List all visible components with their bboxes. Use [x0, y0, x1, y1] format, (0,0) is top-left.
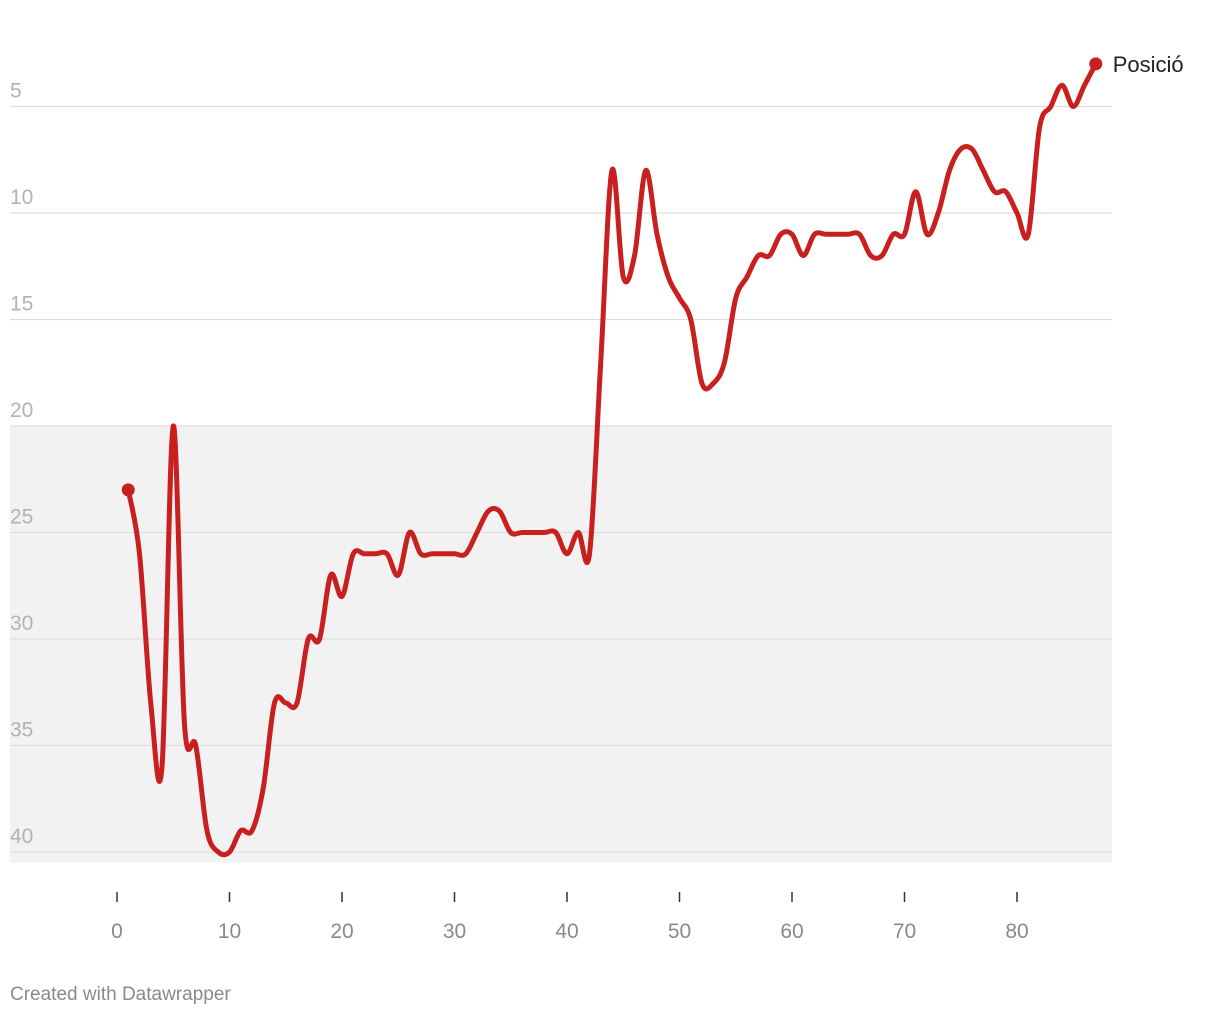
y-tick-label: 5 — [10, 80, 22, 103]
credit-text: Created with Datawrapper — [10, 984, 231, 1005]
x-tick-label: 50 — [668, 920, 691, 943]
series-label: Posició — [1113, 52, 1184, 77]
x-tick-label: 40 — [555, 920, 578, 943]
y-tick-labels: 5 10 15 20 25 30 35 40 — [10, 80, 33, 849]
y-tick-label: 25 — [10, 506, 33, 529]
y-tick-label: 30 — [10, 612, 33, 635]
series-line-posicio — [125, 61, 1099, 858]
y-tick-label: 15 — [10, 293, 33, 316]
x-tick-label: 70 — [893, 920, 916, 943]
x-tick-label: 10 — [218, 920, 241, 943]
series-start-point — [121, 483, 135, 497]
y-tick-label: 20 — [10, 399, 33, 422]
y-tick-label: 40 — [10, 825, 33, 848]
x-tick-labels: 0 10 20 30 40 50 60 70 80 — [111, 920, 1029, 943]
x-ticks — [116, 892, 1018, 902]
y-tick-label: 35 — [10, 719, 33, 742]
y-tick-label: 10 — [10, 186, 33, 209]
shaded-band — [10, 426, 1112, 863]
x-tick-label: 20 — [330, 920, 353, 943]
x-tick-label: 60 — [780, 920, 803, 943]
line-chart: 5 10 15 20 25 30 35 40 0 10 20 30 40 50 60 70 80 Posici… — [10, 52, 1184, 943]
x-tick-label: 80 — [1005, 920, 1028, 943]
x-tick-label: 30 — [443, 920, 466, 943]
series-end-point — [1089, 57, 1103, 71]
y-gridlines — [10, 105, 1112, 853]
x-tick-label: 0 — [111, 920, 123, 943]
